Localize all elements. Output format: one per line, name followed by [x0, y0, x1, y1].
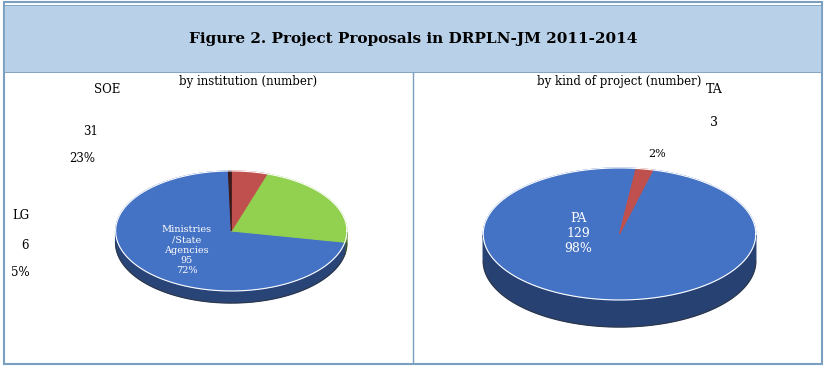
Polygon shape	[116, 171, 345, 291]
Text: Ministries
/State
Agencies
95
72%: Ministries /State Agencies 95 72%	[162, 225, 211, 275]
Text: Figure 2. Project Proposals in DRPLN-JM 2011-2014: Figure 2. Project Proposals in DRPLN-JM …	[189, 32, 637, 46]
Polygon shape	[231, 174, 347, 242]
Polygon shape	[345, 231, 347, 254]
Text: by kind of project (number): by kind of project (number)	[537, 75, 702, 88]
Text: 31: 31	[83, 126, 98, 138]
Text: 3: 3	[710, 116, 719, 130]
Text: 5%: 5%	[12, 266, 30, 280]
FancyBboxPatch shape	[4, 5, 822, 73]
Text: 23%: 23%	[69, 152, 96, 165]
Text: LG: LG	[12, 209, 29, 223]
Text: by institution (number): by institution (number)	[178, 75, 317, 88]
Text: 2%: 2%	[648, 149, 666, 159]
Polygon shape	[231, 171, 267, 231]
Polygon shape	[228, 171, 231, 231]
Text: SOE: SOE	[94, 83, 121, 96]
Text: TA: TA	[706, 83, 723, 96]
Text: PA
129
98%: PA 129 98%	[564, 212, 592, 255]
Text: 6: 6	[21, 239, 29, 253]
Polygon shape	[620, 168, 653, 234]
Polygon shape	[116, 231, 345, 303]
Polygon shape	[483, 168, 756, 300]
Polygon shape	[483, 235, 756, 327]
